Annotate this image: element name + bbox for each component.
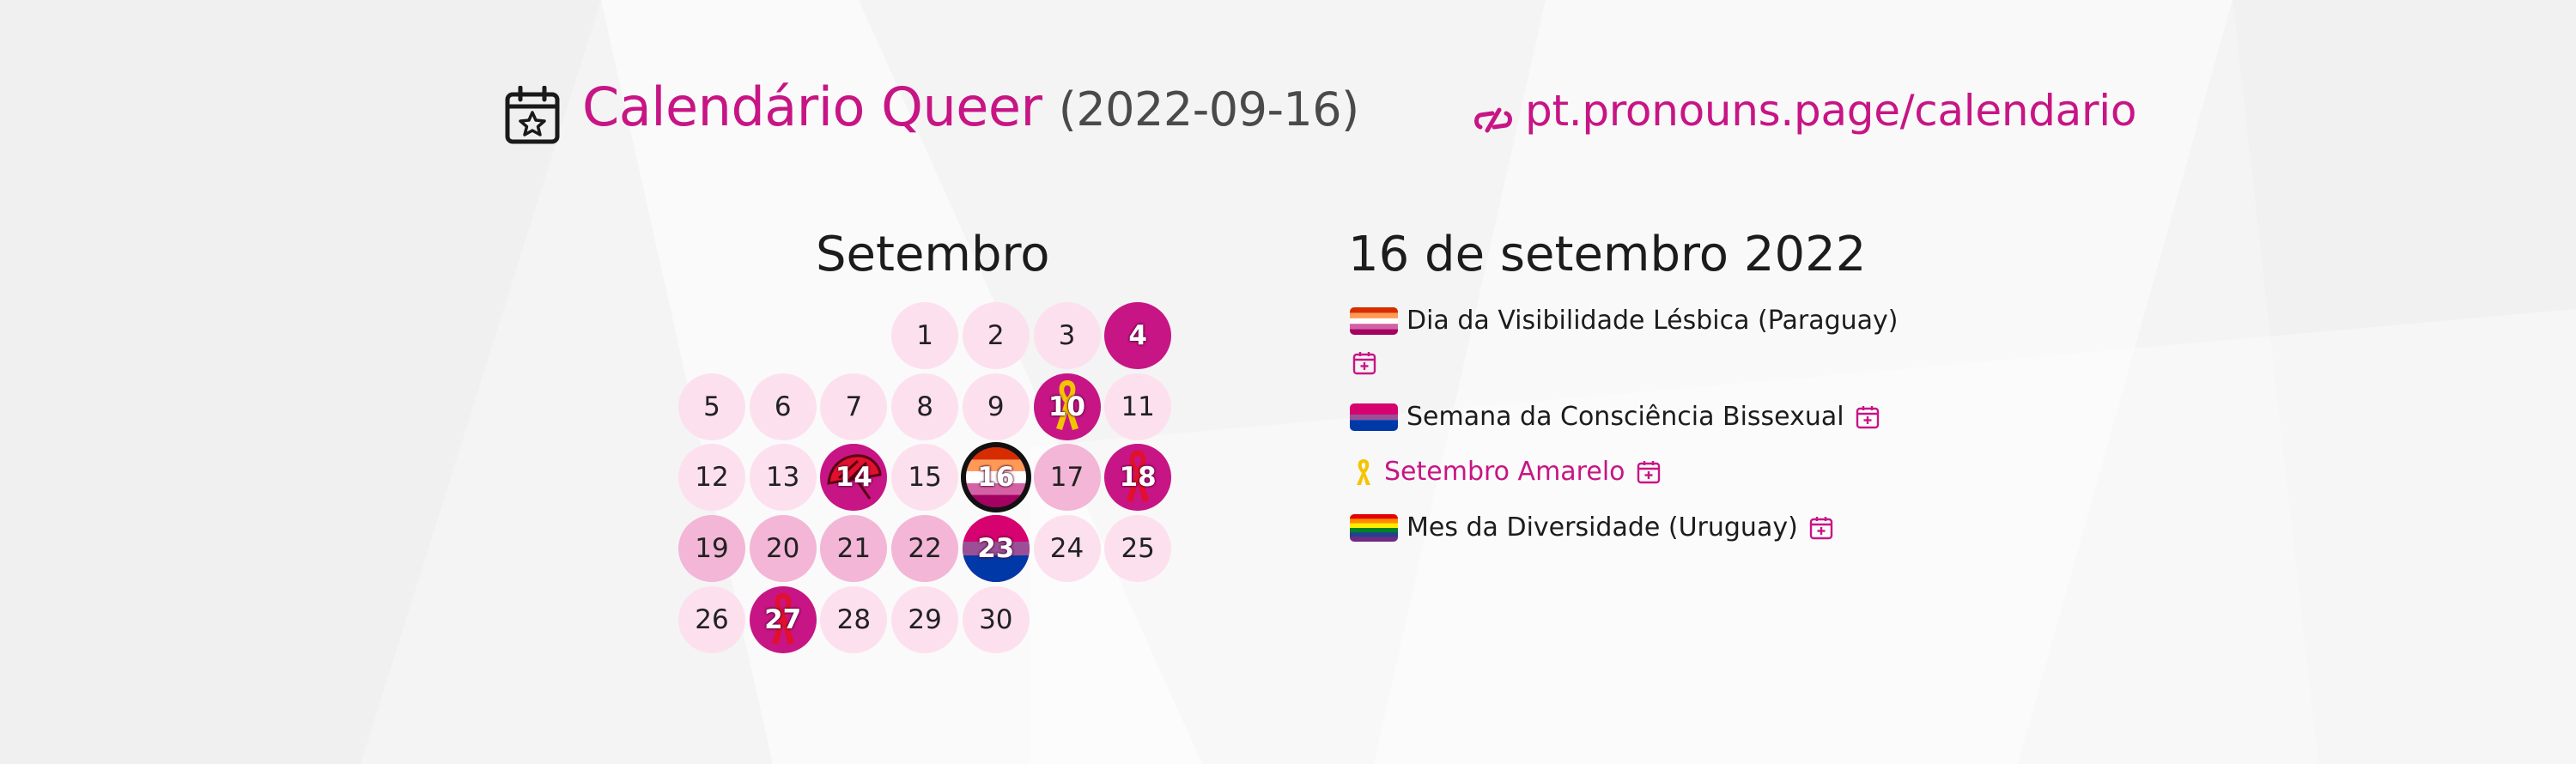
bisexual-flag-icon — [1350, 403, 1398, 431]
day-number: 17 — [1049, 462, 1084, 494]
lesbian-flag-icon — [965, 447, 1026, 508]
event-item: Setembro Amarelo — [1353, 457, 1662, 487]
calendar-day[interactable]: 4 — [1104, 302, 1172, 369]
pronouns-logo-icon — [1474, 107, 1512, 133]
day-number: 5 — [703, 391, 720, 422]
day-number: 11 — [1121, 391, 1155, 422]
yellow-ribbon-icon — [1357, 458, 1370, 485]
day-number: 14 — [835, 462, 872, 494]
calendar-link[interactable]: pt.pronouns.page/calendario — [1525, 86, 2137, 136]
calendar-day[interactable]: 5 — [678, 373, 745, 440]
calendar-day[interactable]: 12 — [678, 444, 745, 512]
event-name: Semana da Consciência Bissexual — [1406, 402, 1844, 432]
calendar-day[interactable]: 3 — [1033, 302, 1101, 369]
calendar-day[interactable]: 28 — [820, 585, 888, 653]
calendar-day-today[interactable]: 16 — [960, 442, 1031, 513]
red-ribbon-icon — [1127, 451, 1150, 503]
day-number: 9 — [987, 391, 1005, 422]
calendar-day[interactable]: 26 — [678, 585, 745, 653]
event-link[interactable]: Setembro Amarelo — [1384, 457, 1625, 487]
red-umbrella-icon — [827, 454, 882, 500]
day-number: 22 — [908, 533, 942, 565]
day-number: 4 — [1128, 320, 1147, 351]
calendar-day[interactable]: 1 — [891, 302, 959, 369]
day-number: 23 — [977, 533, 1015, 565]
day-number: 1 — [916, 320, 933, 351]
calendar-day[interactable]: 25 — [1104, 515, 1172, 583]
add-to-calendar-icon[interactable] — [1352, 350, 1377, 376]
calendar-day[interactable]: 2 — [962, 302, 1030, 369]
calendar-day[interactable]: 21 — [820, 515, 888, 583]
page-title: Calendário Queer (2022-09-16) — [582, 76, 1359, 138]
event-name: Mes da Diversidade (Uruguay) — [1406, 512, 1798, 543]
day-number: 19 — [695, 533, 729, 565]
day-number: 29 — [908, 603, 942, 635]
day-number: 3 — [1058, 320, 1076, 351]
add-to-calendar-icon[interactable] — [1636, 459, 1662, 485]
day-number: 27 — [764, 603, 802, 635]
calendar-day[interactable]: 13 — [749, 444, 817, 512]
calendar-day[interactable]: 7 — [820, 373, 888, 440]
day-number: 25 — [1121, 533, 1155, 565]
calendar-day[interactable]: 10 — [1033, 373, 1101, 440]
day-number: 15 — [908, 462, 942, 494]
add-to-calendar-icon[interactable] — [1808, 515, 1834, 541]
calendar-day[interactable]: 6 — [749, 373, 817, 440]
lesbian-flag-icon — [1350, 306, 1398, 335]
month-title: Setembro — [816, 227, 1050, 282]
calendar-day[interactable]: 27 — [749, 585, 817, 653]
calendar-day[interactable]: 17 — [1033, 444, 1101, 512]
rainbow-flag-icon — [1350, 513, 1398, 542]
day-number: 18 — [1119, 462, 1157, 494]
event-item: Mes da Diversidade (Uruguay) — [1350, 512, 1834, 543]
calendar-day[interactable]: 20 — [749, 515, 817, 583]
calendar-star-icon — [505, 86, 560, 144]
title-date: (2022-09-16) — [1058, 82, 1359, 136]
calendar-day[interactable]: 30 — [962, 585, 1030, 653]
selected-date-title: 16 de setembro 2022 — [1348, 227, 1867, 282]
calendar-day[interactable]: 9 — [962, 373, 1030, 440]
calendar-day[interactable]: 22 — [891, 515, 959, 583]
event-item: Semana da Consciência Bissexual — [1350, 402, 1880, 432]
day-number: 6 — [774, 391, 792, 422]
calendar-day[interactable]: 23 — [962, 515, 1030, 583]
title-text: Calendário Queer — [582, 76, 1042, 138]
calendar-day[interactable]: 15 — [891, 444, 959, 512]
day-number: 30 — [979, 603, 1013, 635]
red-ribbon-icon — [771, 592, 794, 645]
day-number: 12 — [695, 462, 729, 494]
calendar-day[interactable]: 14 — [820, 444, 888, 512]
calendar-day[interactable]: 29 — [891, 585, 959, 653]
day-number: 2 — [987, 320, 1005, 351]
calendar-day[interactable]: 8 — [891, 373, 959, 440]
event-name: Dia da Visibilidade Lésbica (Paraguay) — [1406, 306, 1899, 336]
day-number: 20 — [765, 533, 800, 565]
event-item: Dia da Visibilidade Lésbica (Paraguay) — [1350, 306, 1899, 336]
calendar-day[interactable]: 18 — [1104, 444, 1172, 512]
day-number: 28 — [836, 603, 872, 635]
calendar-day[interactable]: 19 — [678, 515, 745, 583]
day-number: 7 — [845, 391, 863, 422]
day-number: 8 — [916, 391, 933, 422]
day-number: 24 — [1049, 533, 1084, 565]
day-number: 10 — [1048, 391, 1086, 422]
day-number: 16 — [977, 462, 1015, 494]
add-to-calendar-icon[interactable] — [1855, 404, 1880, 430]
day-number: 13 — [765, 462, 800, 494]
bisexual-flag-icon — [962, 515, 1030, 583]
calendar-day[interactable]: 24 — [1033, 515, 1101, 583]
day-number: 26 — [695, 603, 729, 635]
calendar-day[interactable]: 11 — [1104, 373, 1172, 440]
day-number: 21 — [836, 533, 872, 565]
yellow-ribbon-icon — [1055, 379, 1078, 430]
